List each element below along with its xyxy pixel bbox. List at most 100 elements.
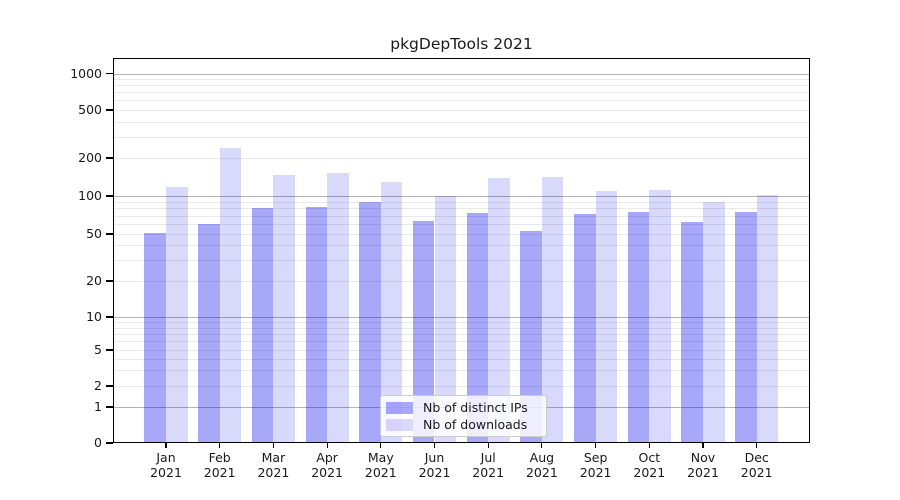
bar-distinct-ips-may (359, 201, 381, 443)
x-tick-mark (648, 443, 650, 448)
minor-gridline (113, 333, 810, 335)
x-tick-year: 2021 (472, 465, 505, 480)
x-tick-month: Nov (690, 450, 716, 465)
bar-distinct-ips-jun (412, 221, 435, 443)
minor-gridline (113, 245, 810, 247)
bar-distinct-ips-apr (305, 206, 328, 443)
x-tick-label: Jan 2021 (135, 450, 197, 480)
x-tick-year: 2021 (150, 465, 182, 480)
bar-downloads-mar (273, 174, 295, 443)
y-tick-mark (106, 316, 113, 318)
x-tick-label: Dec 2021 (726, 450, 788, 480)
y-tick-label: 1000 (70, 65, 102, 81)
x-tick-mark (487, 443, 489, 448)
legend-item-downloads: Nb of downloads (386, 417, 540, 432)
x-tick-year: 2021 (740, 465, 773, 480)
bar-downloads-sep (595, 190, 618, 443)
bar-downloads-feb (219, 148, 242, 443)
y-tick-label: 50 (86, 226, 102, 241)
y-tick-label: 1 (94, 399, 102, 414)
minor-gridline (113, 121, 810, 123)
x-tick-label: Mar 2021 (242, 450, 304, 480)
minor-gridline (113, 386, 810, 387)
x-tick-year: 2021 (633, 465, 666, 480)
minor-gridline (113, 208, 810, 210)
bar-distinct-ips-oct (627, 211, 650, 443)
minor-gridline (113, 260, 810, 262)
minor-gridline (113, 136, 810, 138)
x-tick-year: 2021 (687, 465, 719, 480)
x-tick-label: Feb 2021 (189, 450, 251, 480)
minor-gridline (113, 281, 810, 282)
x-tick-label: Aug 2021 (511, 450, 573, 480)
minor-gridline (113, 358, 810, 360)
minor-gridline (113, 100, 810, 102)
y-tick-mark (106, 385, 113, 387)
minor-gridline (113, 350, 810, 351)
y-tick-label: 5 (94, 342, 102, 357)
y-tick-label: 0 (94, 435, 102, 450)
x-tick-year: 2021 (579, 465, 612, 480)
y-tick-label: 100 (78, 188, 102, 203)
bar-distinct-ips-nov (681, 222, 703, 443)
x-tick-label: Jul 2021 (457, 450, 519, 480)
minor-gridline (113, 215, 810, 217)
legend-item-distinct-ips: Nb of distinct IPs (386, 400, 540, 415)
bar-distinct-ips-mar (251, 208, 274, 443)
x-tick-mark (756, 443, 758, 448)
x-tick-month: Jul (480, 450, 496, 465)
x-tick-mark (380, 443, 382, 448)
y-tick-mark (106, 109, 113, 111)
bar-downloads-apr (327, 173, 349, 443)
x-tick-month: Feb (208, 450, 231, 465)
major-gridline (113, 73, 810, 75)
x-tick-month: Oct (638, 450, 661, 465)
minor-gridline (113, 234, 810, 235)
bar-downloads-nov (703, 202, 725, 443)
x-tick-label: Jun 2021 (404, 450, 466, 480)
y-tick-label: 200 (78, 150, 102, 165)
minor-gridline (113, 201, 810, 203)
y-tick-label: 20 (86, 273, 102, 288)
x-tick-mark (165, 443, 167, 448)
x-tick-year: 2021 (364, 465, 397, 480)
y-tick-mark (106, 280, 113, 282)
y-tick-mark (106, 157, 113, 159)
x-tick-label: Apr 2021 (296, 450, 358, 480)
x-tick-month: Sep (583, 450, 608, 465)
bar-downloads-oct (649, 189, 671, 443)
legend-swatch-downloads (386, 418, 413, 431)
y-tick-mark (106, 233, 113, 235)
bar-distinct-ips-dec (735, 211, 757, 443)
y-tick-mark (106, 195, 113, 197)
x-tick-mark (219, 443, 221, 448)
y-tick-label: 10 (86, 309, 102, 324)
y-tick-label: 500 (78, 102, 102, 117)
minor-gridline (113, 370, 810, 372)
y-tick-mark (106, 442, 113, 444)
x-tick-mark (702, 443, 704, 448)
x-tick-month: Dec (744, 450, 769, 465)
minor-gridline (113, 110, 810, 111)
x-tick-year: 2021 (257, 465, 290, 480)
bar-distinct-ips-jan (144, 232, 166, 443)
x-tick-mark (595, 443, 597, 448)
x-tick-mark (433, 443, 436, 448)
x-tick-month: Jun (424, 450, 445, 465)
x-tick-month: Jan (156, 450, 176, 465)
x-tick-year: 2021 (203, 465, 236, 480)
minor-gridline (113, 158, 810, 159)
x-tick-label: May 2021 (350, 450, 412, 480)
bar-downloads-jun (434, 196, 457, 443)
bar-distinct-ips-sep (574, 214, 596, 443)
legend-swatch-distinct-ips (386, 401, 413, 414)
y-tick-label: 2 (94, 378, 102, 393)
x-tick-mark (541, 443, 543, 448)
x-tick-year: 2021 (418, 465, 451, 480)
bar-distinct-ips-aug (520, 230, 542, 443)
bar-downloads-jul (488, 178, 510, 443)
minor-gridline (113, 341, 810, 343)
legend: Nb of distinct IPs Nb of downloads (380, 395, 547, 437)
x-tick-month: Mar (261, 450, 286, 465)
